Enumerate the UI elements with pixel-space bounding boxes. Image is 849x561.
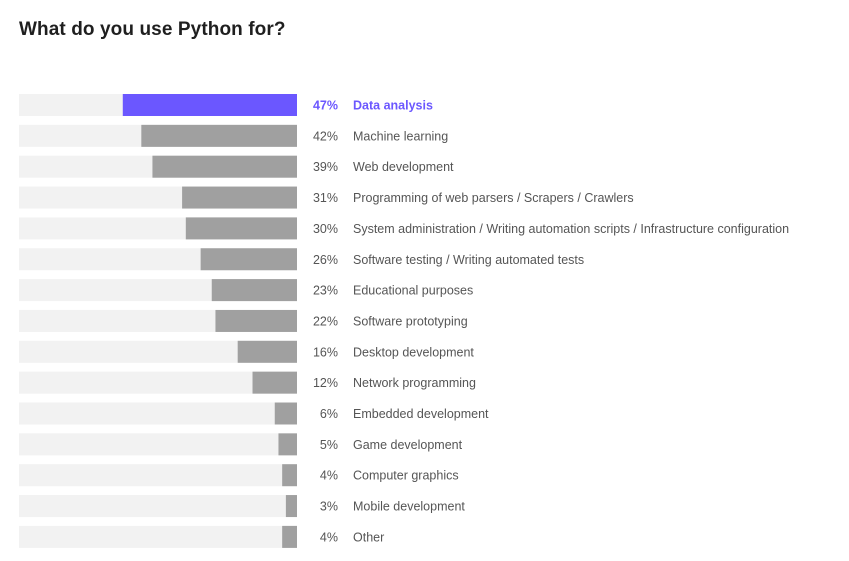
bar: [185, 217, 297, 240]
bar-row: 6% Embedded development: [19, 402, 489, 425]
category-label: Embedded development: [353, 407, 489, 421]
bar-row: 31% Programming of web parsers / Scrapers…: [19, 186, 634, 209]
bar-row: 42% Machine learning: [19, 124, 448, 147]
bar-track: [19, 340, 297, 363]
value-label: 22%: [313, 314, 338, 328]
bar-row: 3% Mobile development: [19, 495, 465, 518]
bar-row: 12% Network programming: [19, 371, 476, 394]
bar: [200, 248, 297, 271]
value-label: 30%: [313, 222, 338, 236]
bar: [274, 402, 297, 425]
bar: [215, 309, 297, 332]
bar-track: [19, 495, 297, 518]
bar-row: 5% Game development: [19, 433, 463, 456]
value-label: 3%: [320, 500, 338, 514]
bar-row: 30% System administration / Writing autom…: [19, 217, 789, 240]
category-label: Software testing / Writing automated tes…: [353, 253, 584, 267]
value-label: 47%: [313, 99, 338, 113]
bar: [252, 371, 297, 394]
bar-track: [19, 525, 297, 548]
bar-row: 4% Other: [19, 525, 384, 548]
bar-row: 26% Software testing / Writing automated …: [19, 248, 584, 271]
bar-row: 22% Software prototyping: [19, 309, 468, 332]
category-label: Software prototyping: [353, 314, 468, 328]
bar-row: 23% Educational purposes: [19, 279, 473, 302]
bar: [282, 525, 297, 548]
bar: [282, 464, 297, 487]
value-label: 5%: [320, 438, 338, 452]
category-label: Machine learning: [353, 129, 448, 143]
category-label: Desktop development: [353, 345, 474, 359]
category-label: System administration / Writing automati…: [353, 222, 789, 236]
value-label: 4%: [320, 469, 338, 483]
value-label: 6%: [320, 407, 338, 421]
bar: [141, 124, 297, 147]
value-label: 31%: [313, 191, 338, 205]
bar: [122, 94, 297, 116]
category-label: Network programming: [353, 376, 476, 390]
value-label: 39%: [313, 160, 338, 174]
value-label: 23%: [313, 284, 338, 298]
bar-track: [19, 433, 297, 456]
value-label: 4%: [320, 530, 338, 544]
category-label: Web development: [353, 160, 454, 174]
category-label: Data analysis: [353, 99, 433, 113]
bar-track: [19, 371, 297, 394]
category-label: Mobile development: [353, 500, 465, 514]
bar: [182, 186, 297, 209]
value-label: 26%: [313, 253, 338, 267]
bar-row: 39% Web development: [19, 155, 454, 178]
bar: [278, 433, 297, 456]
chart-title: What do you use Python for?: [19, 19, 286, 40]
value-label: 42%: [313, 129, 338, 143]
category-label: Educational purposes: [353, 284, 473, 298]
category-label: Computer graphics: [353, 469, 459, 483]
bar-track: [19, 402, 297, 425]
bar-row: 4% Computer graphics: [19, 464, 459, 487]
bar: [237, 340, 297, 363]
bar-row: 16% Desktop development: [19, 340, 474, 363]
bar-row: 47% Data analysis: [19, 94, 433, 116]
value-label: 16%: [313, 345, 338, 359]
bar: [211, 279, 297, 302]
value-label: 12%: [313, 376, 338, 390]
category-label: Other: [353, 530, 384, 544]
category-label: Programming of web parsers / Scrapers / …: [353, 191, 634, 205]
category-label: Game development: [353, 438, 463, 452]
bar-track: [19, 464, 297, 487]
bar: [285, 495, 297, 518]
bar: [152, 155, 297, 178]
